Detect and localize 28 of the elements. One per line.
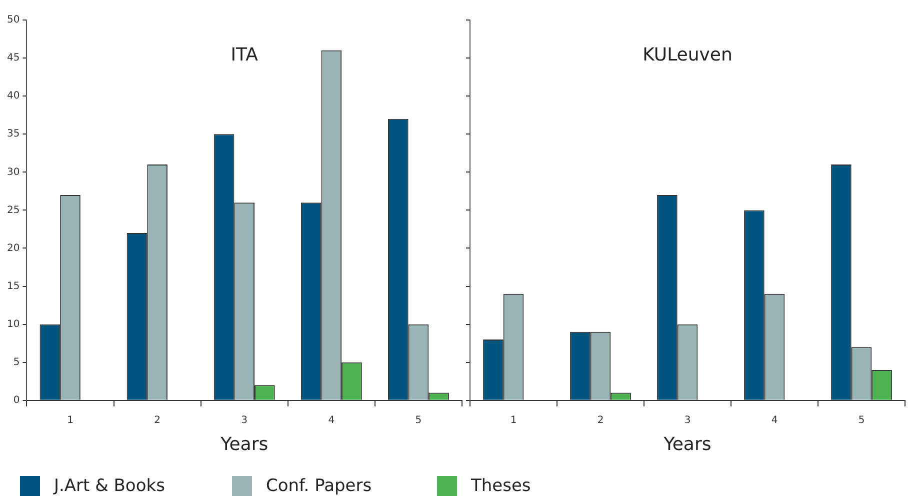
y-tick-label: 10 <box>6 318 20 330</box>
legend-label: Conf. Papers <box>266 476 372 496</box>
y-tick-label: 50 <box>6 14 20 26</box>
x-axis-title: Years <box>220 434 268 455</box>
x-tick-label: 4 <box>328 414 335 426</box>
x-tick-label: 2 <box>154 414 160 426</box>
x-tick-label: 3 <box>241 414 248 426</box>
y-tick-label: 30 <box>6 166 20 178</box>
x-tick-label: 4 <box>771 414 778 426</box>
y-tick-label: 20 <box>6 242 20 254</box>
x-tick-label: 1 <box>510 414 517 426</box>
text: ITA <box>230 44 259 66</box>
x-axis-title: Years <box>662 434 712 455</box>
x-tick-label: 3 <box>684 414 691 426</box>
y-tick-label: 0 <box>13 394 20 406</box>
legend-label: Theses <box>471 476 531 496</box>
y-tick-label: 5 <box>13 356 20 368</box>
x-tick-label: 1 <box>67 414 74 426</box>
y-tick-label: 35 <box>6 128 20 140</box>
y-tick-label: 40 <box>6 90 20 102</box>
x-tick-label: 5 <box>858 414 865 426</box>
y-tick-label: 15 <box>6 280 20 292</box>
legend-label: J.Art & Books <box>54 476 165 496</box>
x-tick-label: 2 <box>597 414 604 426</box>
y-tick-label: 25 <box>6 204 20 216</box>
x-tick-label: 5 <box>415 414 422 426</box>
y-tick-label: 45 <box>6 52 20 64</box>
text: KULeuven <box>642 44 732 66</box>
